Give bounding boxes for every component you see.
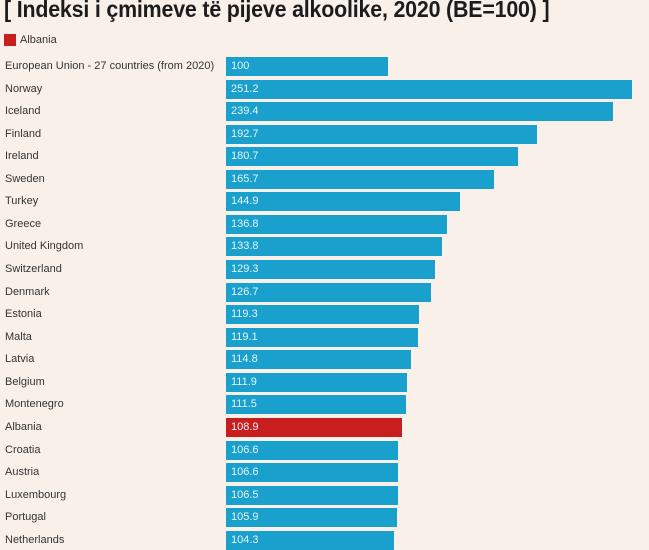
bar-highlight: 108.9 <box>226 417 402 437</box>
data-label: 119.1 <box>231 330 258 343</box>
bar: 111.9 <box>226 372 407 392</box>
category-label: Latvia <box>5 353 35 366</box>
bar: 119.3 <box>226 305 419 325</box>
category-label: Netherlands <box>5 533 65 546</box>
data-label: 144.9 <box>231 195 259 208</box>
bar: 165.7 <box>226 169 494 189</box>
data-label: 129.3 <box>231 263 259 276</box>
bar: 129.3 <box>226 260 435 280</box>
bar: 180.7 <box>226 147 518 167</box>
bar: 111.5 <box>226 395 407 415</box>
category-label: Ireland <box>5 150 39 163</box>
category-label: Croatia <box>5 443 41 456</box>
category-label: European Union - 27 countries (from 2020… <box>5 60 215 72</box>
data-label: 106.5 <box>231 488 259 501</box>
chart-title: [ Indeksi i çmimeve të pijeve alkoolike,… <box>4 0 550 22</box>
bar: 251.2 <box>226 79 632 99</box>
category-label: Luxembourg <box>5 488 67 501</box>
category-label: Greece <box>5 217 42 230</box>
category-label: Denmark <box>5 285 50 298</box>
bar: 100 <box>226 57 388 76</box>
category-label: Belgium <box>5 375 45 388</box>
category-label: Switzerland <box>5 263 62 276</box>
category-label: Portugal <box>5 511 46 524</box>
bar: 136.8 <box>226 214 447 234</box>
data-label: 180.7 <box>231 150 259 163</box>
category-label: Albania <box>5 420 42 433</box>
category-label: Iceland <box>5 105 41 118</box>
category-label: Norway <box>5 82 43 95</box>
data-label: 192.7 <box>231 127 259 140</box>
legend-swatch-albania <box>4 34 16 46</box>
data-label: 100 <box>231 60 250 72</box>
category-label: Montenegro <box>5 398 64 411</box>
data-label: 133.8 <box>231 240 259 253</box>
bar: 192.7 <box>226 124 538 144</box>
data-label: 108.9 <box>231 420 259 433</box>
bar: 239.4 <box>226 102 613 122</box>
data-label: 136.8 <box>231 217 259 230</box>
category-label: Malta <box>5 330 32 343</box>
data-label: 111.5 <box>231 398 257 411</box>
category-label: Estonia <box>5 308 42 321</box>
data-label: 111.9 <box>231 375 257 388</box>
data-label: 251.2 <box>231 82 259 95</box>
data-label: 126.7 <box>231 285 259 298</box>
data-label: 239.4 <box>231 105 259 118</box>
data-label: 106.6 <box>231 443 259 456</box>
bar: 106.5 <box>226 485 398 505</box>
category-label: Sweden <box>5 172 45 185</box>
data-label: 106.6 <box>231 466 259 479</box>
data-label: 114.8 <box>231 353 258 366</box>
bar: 133.8 <box>226 237 443 257</box>
bar: 106.6 <box>226 463 399 483</box>
bar: 106.6 <box>226 440 399 460</box>
bar: 126.7 <box>226 282 431 302</box>
bar: 105.9 <box>226 508 398 528</box>
legend: Albania <box>4 34 57 46</box>
legend-label: Albania <box>20 34 57 46</box>
data-label: 105.9 <box>231 511 259 524</box>
bar: 144.9 <box>226 192 460 212</box>
data-label: 104.3 <box>231 533 259 546</box>
data-label: 165.7 <box>231 172 259 185</box>
category-label: United Kingdom <box>5 240 84 253</box>
category-label: Austria <box>5 466 40 479</box>
bar: 119.1 <box>226 327 419 347</box>
bar: 114.8 <box>226 350 412 370</box>
category-label: Turkey <box>5 195 39 208</box>
data-label: 119.3 <box>231 308 258 321</box>
category-label: Finland <box>5 127 42 140</box>
bar: 104.3 <box>226 530 395 550</box>
